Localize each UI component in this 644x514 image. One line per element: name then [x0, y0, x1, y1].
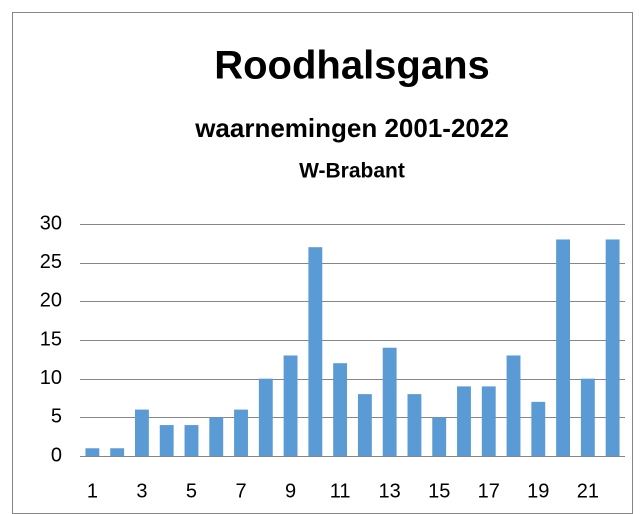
x-tick-label: 9 [285, 480, 296, 502]
y-tick-label: 5 [51, 406, 62, 428]
bar [110, 448, 125, 456]
y-tick-label: 15 [40, 328, 62, 350]
bar [283, 355, 298, 456]
x-tick-label: 19 [527, 480, 549, 502]
x-tick-label: 1 [87, 480, 98, 502]
bar [308, 247, 323, 456]
y-tick-label: 10 [40, 367, 62, 389]
x-tick-label: 15 [428, 480, 450, 502]
bar [184, 425, 199, 456]
bar [333, 363, 348, 456]
bar [506, 355, 521, 456]
x-tick-label: 13 [379, 480, 401, 502]
bar [134, 409, 149, 456]
x-tick-label: 5 [186, 480, 197, 502]
chart-subtitle: W-Brabant [299, 160, 405, 183]
bar [258, 378, 273, 456]
x-tick-label: 17 [478, 480, 500, 502]
chart-subtitle: waarnemingen 2001-2022 [194, 113, 509, 143]
bar [159, 425, 174, 456]
bar [407, 394, 422, 456]
bar [531, 401, 546, 456]
chart-title: Roodhalsgans [214, 44, 490, 88]
y-tick-label: 0 [51, 444, 62, 466]
bar [457, 386, 471, 456]
bar [382, 347, 397, 456]
x-tick-label: 7 [235, 480, 246, 502]
bar [357, 394, 372, 456]
bar [481, 386, 496, 456]
x-tick-label: 21 [577, 480, 599, 502]
y-tick-label: 30 [40, 212, 62, 234]
bar [234, 409, 248, 456]
x-tick-label: 11 [330, 480, 351, 502]
bar [580, 378, 595, 456]
bar [209, 417, 224, 456]
y-tick-label: 20 [40, 290, 62, 312]
bar [85, 448, 100, 456]
x-tick-label: 3 [136, 480, 147, 502]
bar [605, 239, 620, 456]
bar [556, 239, 571, 456]
y-tick-label: 25 [40, 251, 62, 273]
bar [432, 417, 447, 456]
